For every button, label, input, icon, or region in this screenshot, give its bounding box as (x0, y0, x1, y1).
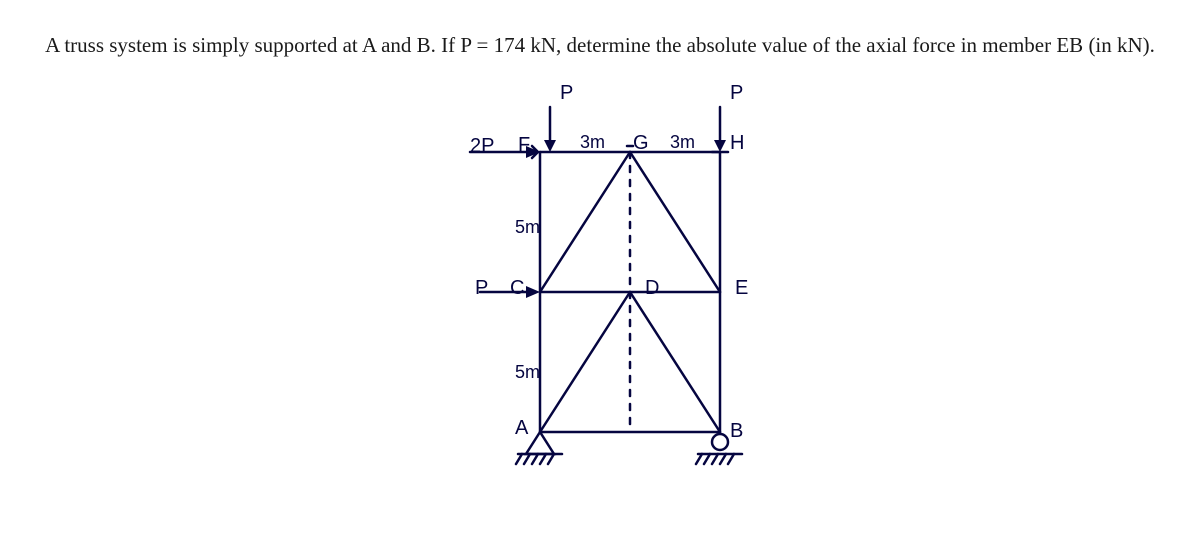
node-f: F (518, 134, 530, 157)
dim-5m-upper: 5m (515, 217, 540, 238)
diagram-container: P P 2P P F G H C D E A B 3m 3m 5m 5m (35, 82, 1165, 482)
dim-3m-left: 3m (580, 132, 605, 153)
problem-text: A truss system is simply supported at A … (45, 33, 1155, 57)
problem-statement: A truss system is simply supported at A … (35, 30, 1165, 62)
force-p-top-right: P (730, 82, 743, 105)
node-a: A (515, 417, 528, 440)
node-b: B (730, 420, 743, 443)
truss-diagram: P P 2P P F G H C D E A B 3m 3m 5m 5m (410, 82, 790, 482)
dim-5m-lower: 5m (515, 362, 540, 383)
node-c: C (510, 277, 524, 300)
node-e: E (735, 277, 748, 300)
node-h: H (730, 132, 744, 155)
node-d: D (645, 277, 659, 300)
dim-3m-right: 3m (670, 132, 695, 153)
force-2p: 2P (470, 135, 494, 158)
force-p-mid: P (475, 277, 488, 300)
force-p-top-left: P (560, 82, 573, 105)
node-g: G (633, 132, 649, 155)
